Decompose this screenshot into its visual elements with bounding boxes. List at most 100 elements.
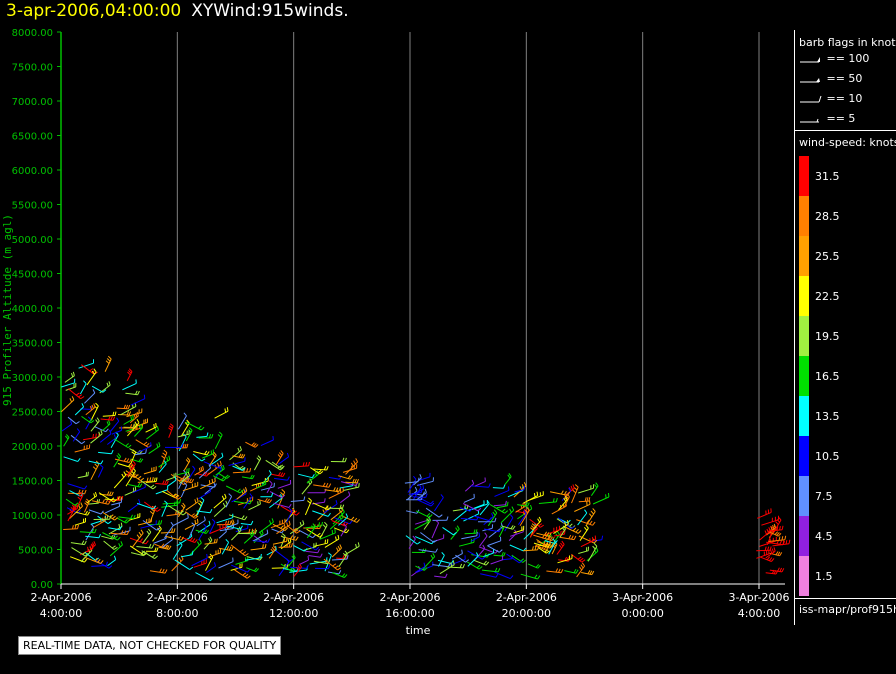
- wind-barb: [510, 531, 524, 537]
- wind-barb-flag: [126, 411, 130, 416]
- wind-barb-flag: [503, 484, 506, 489]
- wind-barb: [218, 561, 234, 569]
- wind-barb-flag: [192, 465, 196, 470]
- wind-barb: [206, 565, 216, 574]
- wind-barb: [98, 451, 112, 455]
- wind-barb-flag: [450, 559, 454, 564]
- wind-barb-flag: [126, 458, 130, 463]
- wind-barb-flag: [155, 423, 157, 428]
- wind-barb-flag: [430, 500, 434, 505]
- wind-barb-flag: [210, 577, 214, 581]
- wind-barb: [198, 491, 211, 500]
- wind-barb-flag: [189, 566, 194, 570]
- wind-barb: [309, 560, 327, 565]
- wind-barb-flag: [136, 419, 140, 424]
- wind-barb-flag: [118, 523, 121, 529]
- wind-barb-flag: [196, 497, 199, 502]
- wind-barb-flag: [459, 563, 463, 568]
- wind-barb-flag: [296, 530, 301, 534]
- y-tick-label: 2000.00: [12, 442, 53, 453]
- wind-barb: [93, 425, 106, 433]
- wind-barb-flag: [134, 474, 138, 478]
- wind-barb: [297, 473, 313, 479]
- wind-barb-flag: [332, 563, 337, 567]
- wind-barb-flag: [435, 519, 439, 524]
- wind-barb: [523, 526, 537, 540]
- wind-barb-flag: [254, 444, 259, 448]
- wind-barb-flag: [341, 504, 345, 509]
- wind-barb-flag: [280, 467, 284, 471]
- wind-barb-flag: [111, 545, 116, 549]
- wind-barb-flag: [280, 450, 284, 454]
- wind-barb: [464, 483, 475, 492]
- wind-barb-flag: [425, 493, 428, 498]
- wind-barb-flag: [337, 545, 341, 550]
- wind-barb-flag: [514, 529, 517, 534]
- wind-barb-flag: [78, 394, 83, 398]
- wind-barb-flag: [185, 477, 190, 481]
- wind-barb-flag: [532, 527, 536, 532]
- wind-barb-flag: [558, 568, 561, 573]
- wind-barb-flag: [93, 541, 96, 546]
- wind-barb: [306, 526, 316, 539]
- wind-barb-flag: [564, 521, 567, 526]
- wind-barb-flag: [243, 488, 246, 493]
- wind-barb-flag: [81, 440, 86, 445]
- wind-barb-flag: [319, 471, 324, 475]
- wind-barb-flag: [239, 549, 244, 553]
- wind-barb-flag: [123, 404, 126, 409]
- wind-barb-flag: [254, 528, 257, 533]
- colorbar-label: 19.5: [815, 330, 840, 343]
- x-tick-time: 16:00:00: [385, 607, 434, 620]
- wind-barb-flag: [279, 452, 283, 456]
- wind-barb-flag: [523, 510, 527, 514]
- wind-barb-flag: [584, 497, 587, 502]
- wind-barb: [471, 485, 489, 488]
- wind-barb-flag: [279, 464, 284, 468]
- wind-barb-flag: [509, 514, 514, 518]
- wind-barb-flag: [770, 526, 773, 531]
- wind-barb-flag: [117, 536, 121, 541]
- wind-barb-flag: [307, 480, 311, 485]
- wind-barb: [413, 477, 422, 486]
- wind-barb-flag: [315, 546, 320, 551]
- wind-barb-flag: [523, 482, 527, 487]
- wind-barb-flag: [527, 502, 530, 507]
- wind-barb-flag: [781, 568, 785, 573]
- wind-barb-flag: [114, 517, 119, 521]
- wind-barb-flag: [135, 413, 138, 418]
- wind-barb-flag: [295, 536, 299, 541]
- wind-barb-flag: [768, 557, 773, 562]
- wind-barb-flag: [107, 520, 112, 525]
- wind-barb-flag: [80, 502, 83, 507]
- wind-barb-flag: [219, 460, 222, 465]
- wind-barb-flag: [316, 532, 321, 537]
- wind-barb-flag: [83, 380, 87, 384]
- wind-barb-flag: [462, 564, 465, 569]
- wind-barb-flag: [292, 527, 297, 531]
- wind-barb-flag: [251, 442, 255, 446]
- wind-barb-flag: [194, 499, 197, 504]
- flag-label-50: == 50: [826, 72, 863, 85]
- wind-barb-flag: [581, 562, 586, 567]
- wind-barb-flag: [327, 552, 332, 556]
- wind-barb-flag: [777, 533, 782, 537]
- wind-barb-flag: [593, 539, 598, 544]
- wind-barb-flag: [290, 508, 295, 513]
- wind-barb-flag: [333, 487, 336, 492]
- wind-barb-flag: [78, 489, 81, 494]
- wind-barb-flag: [572, 489, 577, 494]
- wind-barb-flag: [139, 538, 143, 543]
- wind-barb: [493, 504, 506, 507]
- wind-barb: [77, 475, 88, 479]
- wind-barb-flag: [158, 525, 162, 530]
- wind-barb-flag: [303, 496, 306, 501]
- wind-barb-flag: [203, 516, 206, 521]
- wind-barb: [432, 564, 449, 568]
- x-axis-title: time: [406, 624, 431, 637]
- wind-barb-flag: [221, 476, 225, 481]
- wind-barb-flag: [320, 553, 323, 558]
- wind-barb-flag: [116, 454, 120, 459]
- wind-barb-flag: [592, 508, 596, 512]
- wind-barb-flag: [776, 532, 780, 536]
